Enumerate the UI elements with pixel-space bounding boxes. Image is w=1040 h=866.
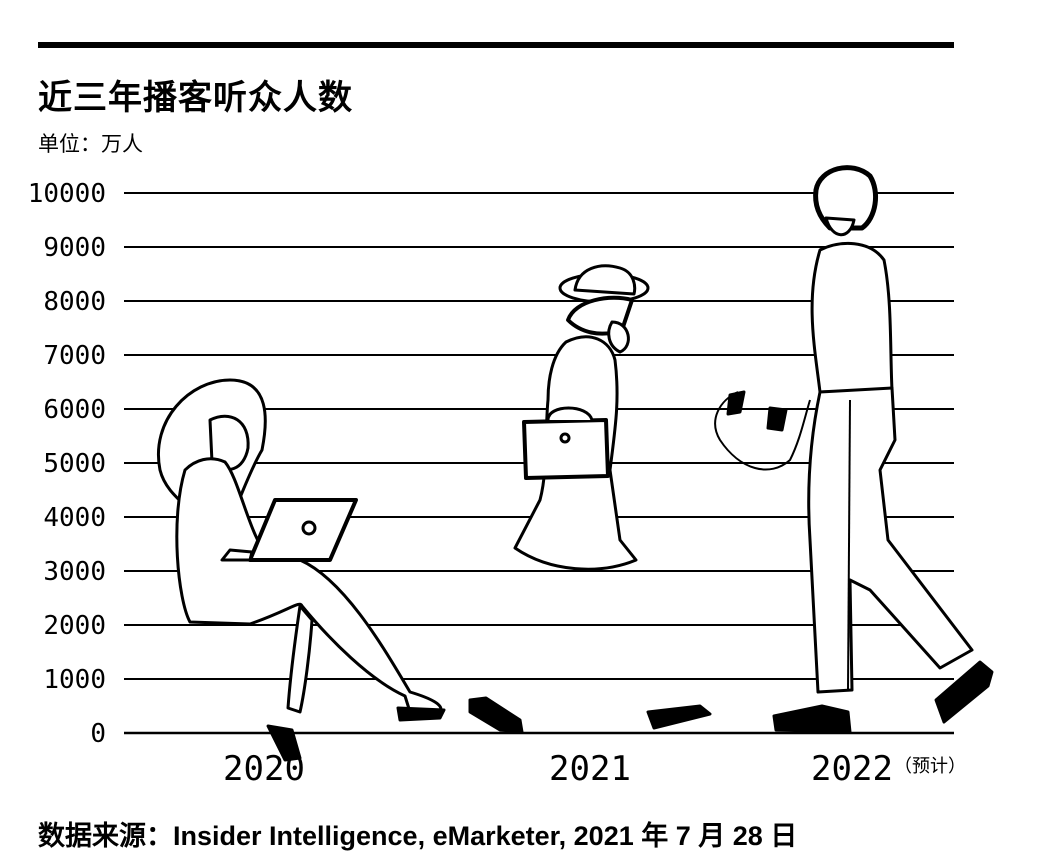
x-category-label-2020: 2020	[223, 749, 305, 789]
y-tick-label: 0	[90, 719, 106, 749]
x-category-label-2021: 2021	[549, 749, 631, 789]
source-note: 数据来源：Insider Intelligence, eMarketer, 20…	[38, 821, 798, 851]
y-tick-label: 3000	[43, 557, 106, 587]
chart-title: 近三年播客听众人数	[38, 78, 353, 118]
man-with-helmet-icon	[714, 165, 994, 734]
woman-with-handbag-icon	[468, 264, 712, 734]
y-tick-label: 6000	[43, 395, 106, 425]
y-tick-label: 4000	[43, 503, 106, 533]
y-tick-label: 5000	[43, 449, 106, 479]
y-tick-label: 10000	[28, 179, 106, 209]
y-tick-label: 1000	[43, 665, 106, 695]
x-category-label-2022: 2022	[811, 749, 893, 789]
y-tick-label: 7000	[43, 341, 106, 371]
woman-with-laptop-icon	[157, 378, 446, 762]
top-rule	[38, 42, 954, 48]
y-tick-label: 8000	[43, 287, 106, 317]
y-tick-label: 2000	[43, 611, 106, 641]
y-tick-labels: 0 1000 2000 3000 4000 5000 6000 7000 8000 9000 100…	[28, 179, 106, 749]
x-category-labels: 2020 2021 2022 （预计）	[223, 749, 966, 789]
unit-label: 单位：万人	[38, 132, 143, 156]
y-tick-label: 9000	[43, 233, 106, 263]
x-category-note: （预计）	[894, 756, 966, 777]
